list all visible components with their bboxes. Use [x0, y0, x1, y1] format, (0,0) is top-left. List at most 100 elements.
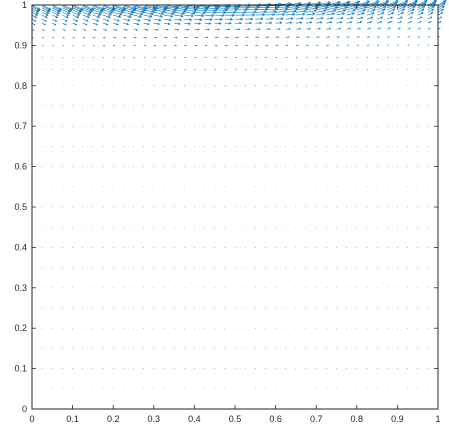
- vector-arrow-head: [376, 0, 380, 4]
- vector-arrow-head: [119, 12, 123, 16]
- vector-arrow-head: [226, 6, 230, 9]
- vector-arrow-dot: [173, 287, 175, 289]
- vector-arrow-head: [333, 9, 337, 13]
- vector-arrow-dot: [386, 327, 388, 329]
- vector-arrow-shaft: [102, 11, 112, 16]
- vector-arrow: [224, 247, 226, 248]
- vector-arrow: [387, 8, 396, 13]
- vector-arrow-head: [102, 6, 105, 10]
- vector-arrow: [255, 13, 265, 17]
- vector-arrow-shaft: [255, 5, 271, 7]
- vector-arrow-head: [366, 2, 370, 5]
- vector-arrow-head: [211, 15, 215, 18]
- vector-arrow-head: [127, 19, 130, 22]
- vector-arrow-dot: [194, 287, 195, 289]
- vector-arrow-dot: [62, 166, 63, 167]
- vector-arrow-head: [134, 6, 137, 9]
- vector-arrow: [42, 22, 46, 26]
- vector-arrow-dot: [82, 327, 84, 329]
- vector-arrow-shaft: [366, 9, 376, 13]
- vector-arrow: [386, 69, 388, 70]
- vector-arrow-head: [350, 21, 353, 24]
- vector-arrow: [112, 226, 114, 228]
- vector-arrow-dot: [386, 307, 388, 309]
- vector-arrow-head: [77, 15, 80, 18]
- vector-arrow-head: [108, 15, 111, 18]
- vector-arrow-head: [341, 17, 344, 20]
- vector-arrow: [285, 146, 287, 147]
- vector-arrow: [407, 368, 408, 369]
- vector-arrow: [386, 206, 388, 208]
- vector-arrow: [254, 125, 256, 127]
- vector-arrow-shaft: [204, 9, 217, 11]
- vector-arrow: [275, 12, 286, 17]
- vector-arrow: [254, 348, 256, 349]
- vector-arrow-dot: [386, 226, 388, 228]
- vector-arrow-dot: [143, 105, 144, 107]
- vector-arrow-shaft: [285, 8, 298, 11]
- vector-arrow: [183, 368, 185, 369]
- vector-arrow-shaft: [52, 18, 57, 22]
- vector-arrow: [113, 22, 119, 26]
- vector-arrow: [397, 267, 398, 268]
- vector-arrow: [143, 206, 144, 208]
- vector-arrow-dot: [315, 186, 317, 188]
- vector-arrow: [336, 125, 337, 127]
- vector-arrow-shaft: [387, 9, 395, 13]
- vector-arrow-shaft: [407, 12, 414, 16]
- vector-arrow-dot: [92, 166, 94, 167]
- vector-arrow: [377, 21, 382, 24]
- vector-arrow-head: [239, 22, 242, 25]
- vector-arrow: [356, 85, 358, 87]
- vector-arrow: [62, 18, 68, 22]
- vector-arrow: [113, 9, 124, 14]
- vector-arrow: [123, 125, 124, 127]
- vector-arrow-shaft: [52, 12, 59, 16]
- vector-arrow-head: [261, 13, 265, 15]
- vector-arrow-head: [321, 17, 324, 20]
- vector-arrow-dot: [417, 146, 419, 147]
- vector-arrow-dot: [62, 267, 63, 268]
- vector-arrow: [42, 28, 45, 31]
- vector-arrow: [41, 186, 43, 188]
- vector-arrow: [377, 27, 381, 30]
- vector-arrow: [336, 0, 351, 6]
- vector-arrow-dot: [224, 348, 226, 349]
- vector-arrow-shaft: [31, 14, 37, 19]
- vector-arrow-dot: [153, 105, 155, 107]
- vector-arrow: [123, 146, 124, 147]
- vector-arrow-dot: [51, 186, 53, 188]
- vector-arrow-dot: [285, 287, 287, 289]
- vector-arrow-head: [361, 17, 364, 20]
- vector-arrow-shaft: [356, 9, 366, 13]
- vector-arrow: [82, 37, 86, 39]
- vector-arrow-head: [320, 16, 324, 19]
- vector-arrow: [316, 16, 324, 20]
- vector-arrow-dot: [102, 85, 104, 87]
- vector-arrow-head: [150, 12, 154, 15]
- vector-arrow-head: [247, 36, 249, 39]
- vector-arrow-dot: [163, 307, 165, 309]
- vector-arrow: [133, 125, 134, 127]
- vector-arrow-dot: [204, 125, 205, 127]
- vector-arrow: [295, 186, 297, 188]
- vector-arrow: [41, 85, 43, 87]
- vector-arrow-shaft: [377, 12, 385, 16]
- vector-arrow: [417, 146, 419, 147]
- vector-arrow-dot: [315, 388, 317, 390]
- vector-arrow: [204, 388, 205, 390]
- vector-arrow-head: [282, 12, 286, 15]
- vector-arrow-dot: [183, 327, 185, 329]
- vector-arrow-dot: [265, 348, 266, 349]
- vector-arrow-head: [328, 1, 331, 5]
- vector-arrow-head: [236, 6, 240, 9]
- vector-arrow: [214, 186, 216, 188]
- vector-arrow: [102, 18, 110, 22]
- vector-arrow-dot: [254, 226, 256, 228]
- vector-arrow: [235, 36, 239, 39]
- vector-arrow-dot: [112, 105, 114, 107]
- vector-arrow-head: [278, 28, 281, 30]
- vector-arrow-dot: [72, 226, 73, 228]
- vector-arrow-dot: [143, 267, 144, 268]
- vector-arrow-head: [129, 14, 133, 16]
